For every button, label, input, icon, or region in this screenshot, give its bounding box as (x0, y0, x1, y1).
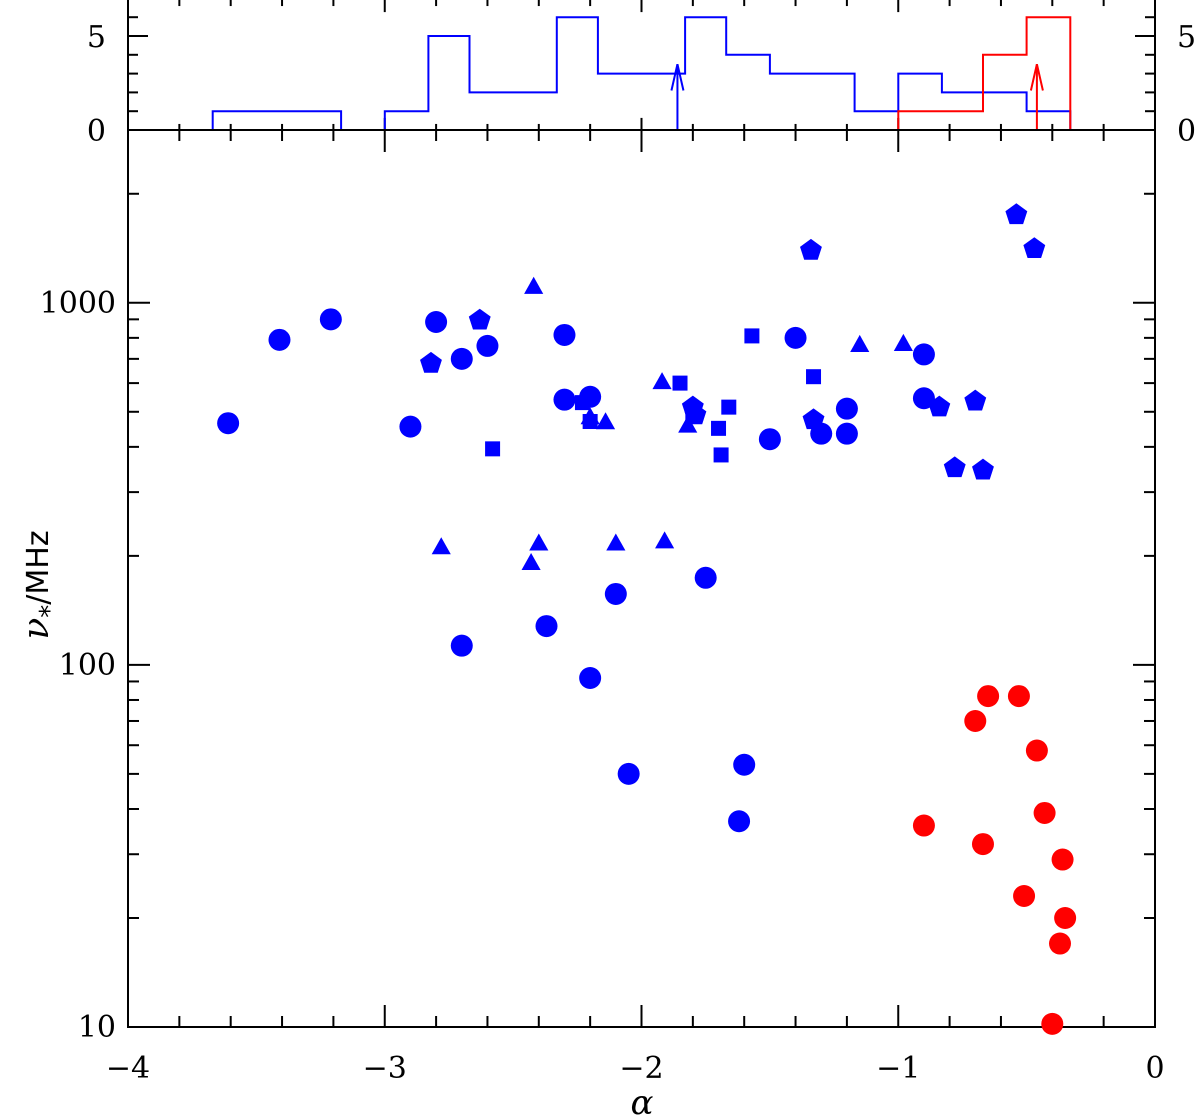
data-point-triangle (850, 334, 870, 352)
data-point-circle (1007, 685, 1030, 708)
data-point-square (713, 447, 729, 463)
data-point-circle (604, 582, 627, 605)
data-point-circle (1025, 739, 1048, 762)
histogram-series (128, 16, 1155, 131)
data-point-triangle (521, 552, 541, 570)
data-point-circle (450, 347, 473, 370)
data-point-circle (912, 814, 935, 837)
data-point-square (574, 395, 590, 411)
scatter-series (431, 276, 913, 570)
data-point-circle (425, 310, 448, 333)
data-point-triangle (606, 533, 626, 551)
data-point-circle (912, 343, 935, 366)
data-point-pentagon (684, 403, 707, 425)
data-point-circle (535, 615, 558, 638)
data-point-circle (450, 634, 473, 657)
data-point-circle (977, 685, 1000, 708)
data-point-pentagon (800, 238, 822, 260)
data-point-square (711, 420, 727, 436)
main-frame (127, 129, 1156, 1028)
data-point-triangle (524, 276, 544, 294)
data-point-triangle (652, 372, 672, 390)
scatter-series (485, 328, 822, 463)
hist-y-tick-label-right: 0 (1177, 114, 1196, 149)
data-point-circle (1013, 885, 1036, 908)
data-point-circle (217, 412, 240, 435)
data-point-triangle (655, 531, 675, 549)
data-point-circle (694, 566, 717, 589)
median-arrow-head (670, 63, 685, 91)
data-point-circle (553, 388, 576, 411)
data-point-circle (1051, 848, 1074, 871)
data-point-square (806, 369, 822, 385)
x-tick-label: −4 (106, 1051, 150, 1086)
x-tick-label: −1 (876, 1051, 920, 1086)
data-point-circle (835, 422, 858, 445)
scatter-series (420, 203, 1046, 480)
data-point-pentagon (468, 308, 491, 330)
histogram-panel: 0 5 0 5 (87, 0, 1196, 149)
scatter-series (912, 685, 1077, 1035)
data-point-circle (617, 762, 640, 785)
scatter-panel: −4 −3 −2 −1 0 10 100 1000 (40, 129, 1165, 1086)
data-point-circle (971, 833, 994, 856)
data-point-triangle (431, 537, 451, 555)
data-point-circle (319, 308, 342, 331)
data-point-triangle (595, 412, 616, 430)
data-point-pentagon (420, 351, 442, 373)
y-axis-label: ν*/MHz (16, 530, 65, 639)
y-tick-label: 10 (78, 1010, 116, 1045)
data-point-pentagon (802, 408, 825, 430)
data-point-circle (964, 709, 987, 732)
data-point-circle (758, 428, 781, 451)
data-point-square (485, 441, 501, 457)
data-point-square (672, 375, 688, 391)
x-tick-label: 0 (1145, 1051, 1164, 1086)
data-point-square (721, 399, 737, 415)
data-point-circle (1049, 932, 1072, 955)
data-point-pentagon (964, 389, 987, 411)
data-point-circle (784, 326, 807, 349)
histogram-series (128, 16, 1155, 131)
y-tick-label: 100 (59, 648, 116, 683)
data-point-circle (1041, 1012, 1064, 1035)
median-arrow-head (1029, 63, 1044, 91)
data-point-pentagon (928, 395, 951, 417)
data-point-triangle (580, 407, 600, 425)
data-point-pentagon (1005, 203, 1028, 225)
data-point-circle (476, 334, 499, 357)
data-point-circle (835, 397, 858, 420)
data-point-circle (1054, 906, 1077, 929)
data-point-pentagon (972, 458, 994, 480)
scatter-series (217, 308, 935, 833)
data-point-circle (399, 415, 422, 438)
hist-y-tick-label-right: 5 (1177, 20, 1196, 55)
data-point-square (744, 328, 760, 344)
data-point-circle (733, 753, 756, 776)
data-point-circle (728, 810, 751, 833)
data-point-triangle (529, 533, 549, 551)
data-point-circle (1033, 801, 1056, 824)
data-point-triangle (893, 333, 913, 351)
data-point-pentagon (943, 456, 966, 478)
data-point-circle (268, 328, 291, 351)
hist-y-tick-label: 0 (87, 114, 106, 149)
y-tick-label: 1000 (40, 286, 116, 321)
data-point-triangle (678, 415, 698, 433)
x-tick-label: −2 (619, 1051, 663, 1086)
x-axis-label: α (631, 1083, 654, 1119)
x-tick-label: −3 (363, 1051, 407, 1086)
data-point-circle (579, 666, 602, 689)
data-point-circle (553, 323, 576, 346)
data-point-pentagon (1023, 237, 1046, 259)
hist-y-tick-label: 5 (87, 20, 106, 55)
